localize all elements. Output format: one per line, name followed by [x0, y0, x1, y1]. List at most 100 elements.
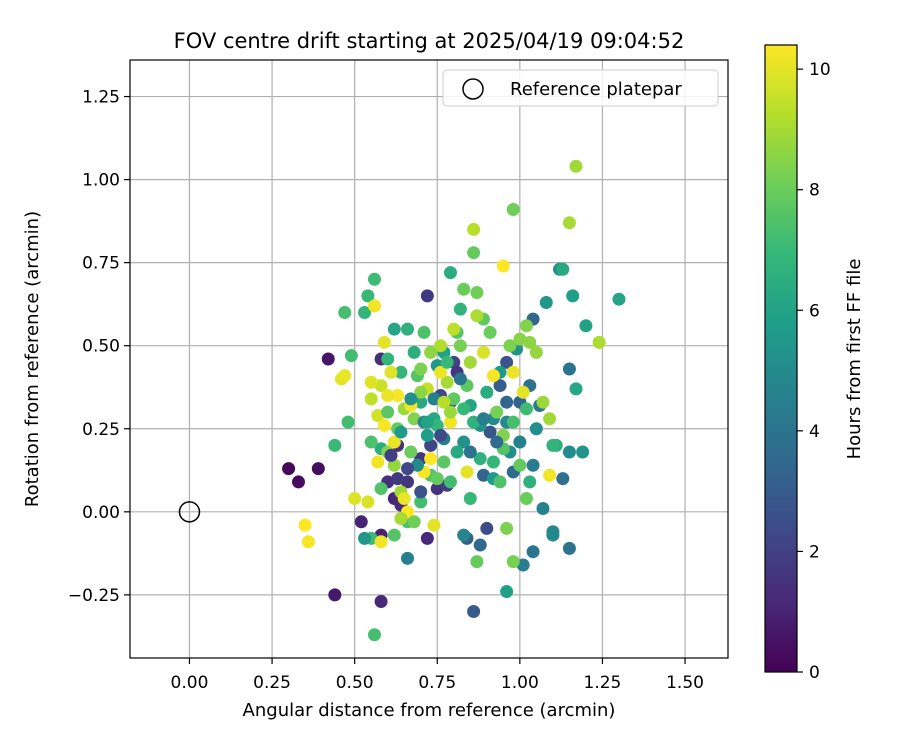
data-point [486, 455, 500, 469]
data-point [457, 435, 471, 449]
plot-frame [129, 59, 729, 659]
data-point [401, 551, 415, 565]
data-point [490, 435, 504, 449]
data-point [440, 355, 454, 369]
data-point [410, 458, 424, 472]
data-point [367, 628, 381, 642]
data-point [381, 389, 395, 403]
data-point [424, 345, 438, 359]
data-point [374, 535, 388, 549]
data-point [394, 511, 408, 525]
colorbar-tick-label: 6 [809, 301, 820, 321]
data-point [447, 322, 461, 336]
data-point [463, 445, 477, 459]
data-point [424, 438, 438, 452]
data-point [430, 472, 444, 486]
data-point [612, 292, 626, 306]
data-point [414, 485, 428, 499]
data-point [483, 425, 497, 439]
data-point [529, 422, 543, 436]
legend: Reference platepar [442, 69, 719, 107]
data-point [523, 475, 537, 489]
data-point [414, 385, 428, 399]
data-point [348, 492, 362, 506]
data-point [519, 319, 533, 333]
data-point [394, 425, 408, 439]
data-point [430, 418, 444, 432]
data-point [414, 395, 428, 409]
data-point [477, 468, 491, 482]
data-point [404, 445, 418, 459]
data-point [543, 468, 557, 482]
data-point [467, 604, 481, 618]
data-point [477, 345, 491, 359]
data-point [576, 445, 590, 459]
data-point [480, 521, 494, 535]
data-point [523, 335, 537, 349]
data-point [420, 428, 434, 442]
data-point [457, 282, 471, 296]
data-point [387, 435, 401, 449]
data-point [460, 465, 474, 479]
legend-marker-open-circle [462, 78, 484, 100]
data-point [407, 412, 421, 426]
data-point [338, 369, 352, 383]
data-point [500, 585, 514, 599]
data-point [364, 435, 378, 449]
data-point [457, 528, 471, 542]
data-point [338, 305, 352, 319]
colorbar-tick-label: 2 [809, 542, 820, 562]
data-point [529, 345, 543, 359]
data-point [381, 352, 395, 366]
data-point [592, 335, 606, 349]
data-point [397, 492, 411, 506]
x-tick-label: 0.50 [336, 673, 374, 693]
data-point [282, 462, 296, 476]
colorbar-label: Hours from first FF file [844, 259, 865, 460]
data-point [562, 362, 576, 376]
data-point [562, 445, 576, 459]
data-point [496, 259, 510, 273]
data-point [467, 246, 481, 260]
reference-platepar-marker [178, 501, 201, 523]
data-point [519, 402, 533, 416]
data-point [500, 395, 514, 409]
x-tick-label: 1.00 [501, 673, 539, 693]
colorbar-tick-label: 8 [809, 181, 820, 201]
y-axis-label: Rotation from reference (arcmin) [22, 211, 43, 507]
x-tick-label: 1.25 [584, 673, 622, 693]
data-point [503, 339, 517, 353]
data-point [374, 595, 388, 609]
data-point [434, 365, 448, 379]
data-point [470, 309, 484, 323]
data-point [387, 528, 401, 542]
data-point [443, 405, 457, 419]
data-point [361, 495, 375, 509]
data-point [463, 355, 477, 369]
data-point [450, 445, 464, 459]
data-point [394, 365, 408, 379]
data-point [477, 412, 491, 426]
data-point [414, 362, 428, 376]
data-point [506, 365, 520, 379]
data-point [546, 438, 560, 452]
data-point [364, 375, 378, 389]
data-point [562, 216, 576, 230]
data-point [298, 518, 312, 532]
data-point [374, 379, 388, 393]
data-point [569, 382, 583, 396]
legend-label: Reference platepar [510, 79, 682, 100]
data-point [374, 482, 388, 496]
y-tick-label: 1.00 [82, 171, 120, 191]
data-point [301, 535, 315, 549]
data-point [367, 299, 381, 313]
data-point [328, 438, 342, 452]
data-point [506, 203, 520, 216]
data-point [470, 555, 484, 569]
data-point [364, 392, 378, 406]
y-axis: −0.25 0.00 0.25 0.50 0.75 1.00 1.25 [68, 88, 130, 606]
colorbar-gradient [764, 44, 798, 673]
data-point [486, 369, 500, 383]
